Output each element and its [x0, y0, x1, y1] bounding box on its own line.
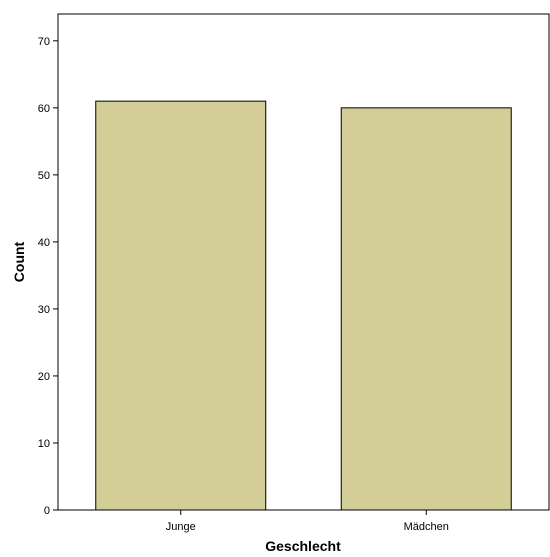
y-tick-label: 50 [38, 170, 50, 182]
x-tick-label: Junge [166, 521, 196, 533]
x-tick-label: Mädchen [404, 521, 449, 533]
bar [340, 107, 512, 511]
y-tick-label: 30 [38, 304, 50, 316]
y-axis-title: Count [11, 241, 27, 282]
bars [95, 100, 512, 511]
y-tick-label: 40 [38, 237, 50, 249]
x-axis: Junge Mädchen [166, 510, 449, 533]
y-tick-label: 20 [38, 371, 50, 383]
y-axis: 0 10 20 30 40 50 60 70 [38, 36, 58, 517]
y-tick-label: 60 [38, 103, 50, 115]
y-tick-label: 70 [38, 36, 50, 48]
y-tick-label: 10 [38, 438, 50, 450]
x-axis-title: Geschlecht [265, 538, 341, 554]
bar [95, 100, 267, 511]
y-tick-label: 0 [44, 505, 50, 517]
